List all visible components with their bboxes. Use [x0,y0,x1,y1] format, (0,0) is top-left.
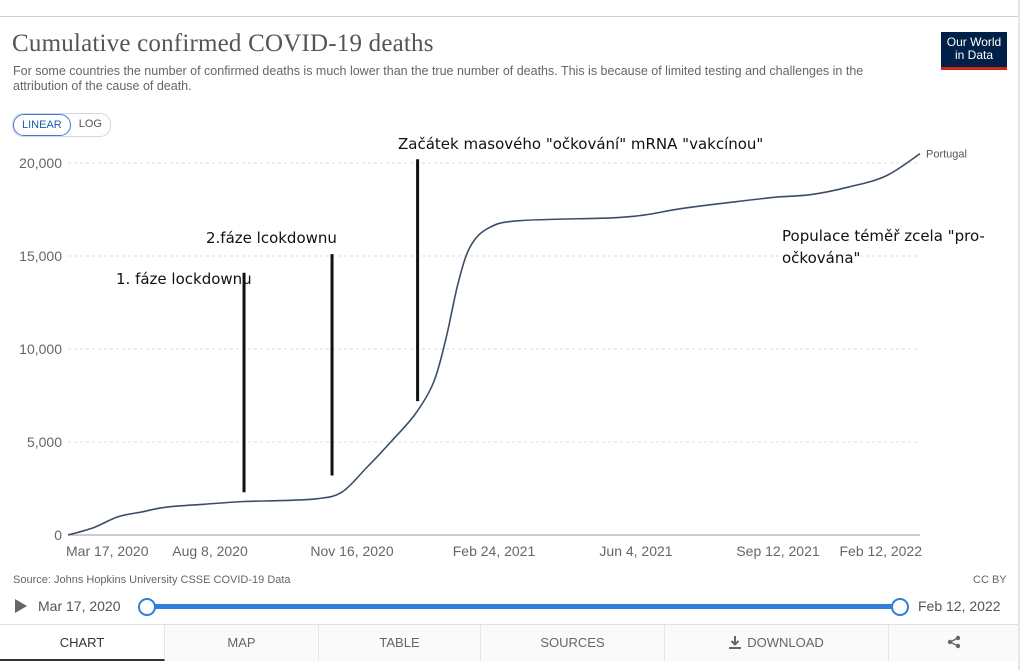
series-label-portugal: Portugal [926,149,967,161]
license-label[interactable]: CC BY [973,574,1007,586]
tab-bar: CHART MAP TABLE SOURCES DOWNLOAD [0,624,1018,661]
tab-map[interactable]: MAP [165,625,319,661]
y-tick-label: 15,000 [19,248,62,264]
x-tick-label: Feb 12, 2022 [839,543,922,559]
source-note[interactable]: Source: Johns Hopkins University CSSE CO… [13,574,291,586]
annotation-lockdown-1: 1. fáze lockdownu [116,270,252,288]
tab-table[interactable]: TABLE [319,625,481,661]
x-tick-label: Feb 24, 2021 [453,543,536,559]
y-tick-label: 20,000 [19,155,62,171]
right-border [1018,0,1020,670]
x-tick-label: Mar 17, 2020 [66,543,149,559]
line-chart: 0 5,000 10,000 15,000 20,000 Mar 17, 2020 Aug … [19,135,985,559]
chart-title: Cumulative confirmed COVID-19 deaths [12,30,434,57]
timeline-end-handle[interactable] [891,598,909,616]
log-scale-button[interactable]: LOG [78,118,102,130]
y-tick-label: 10,000 [19,341,62,357]
series-line-portugal [67,153,921,536]
x-tick-label: Sep 12, 2021 [736,543,820,559]
x-tick-label: Jun 4, 2021 [599,543,672,559]
download-label: DOWNLOAD [747,635,824,650]
y-tick-label: 5,000 [27,434,62,450]
share-icon [947,635,960,649]
annotation-population-line-1: Populace téměř zcela "pro- [782,227,985,245]
x-tick-label: Aug 8, 2020 [172,543,248,559]
y-tick-label: 0 [54,527,62,543]
x-tick-label: Nov 16, 2020 [310,543,393,559]
top-border [0,6,1018,17]
download-icon [729,636,742,649]
scale-toggle: LINEAR LOG [12,113,111,137]
timeline-start-label: Mar 17, 2020 [38,598,121,614]
timeline-track[interactable] [147,604,900,609]
annotation-population-line-2: očkována" [782,249,860,267]
logo-accent-bar [941,67,1007,70]
tab-chart[interactable]: CHART [0,625,165,661]
owid-logo[interactable]: Our World in Data [941,32,1007,70]
tab-share[interactable] [889,625,1018,661]
logo-line-1: Our World [946,35,1002,49]
linear-scale-button[interactable]: LINEAR [13,114,71,136]
timeline-start-handle[interactable] [138,598,156,616]
logo-line-2: in Data [954,48,994,62]
annotation-lockdown-2: 2.fáze lcokdownu [206,229,337,247]
annotation-vaccination-start: Začátek masového "očkování" mRNA "vakcín… [398,135,763,153]
play-icon[interactable] [15,599,27,613]
chart-subtitle: For some countries the number of confirm… [13,64,864,93]
tab-download[interactable]: DOWNLOAD [665,625,889,661]
timeline-end-label: Feb 12, 2022 [918,598,1001,614]
tab-sources[interactable]: SOURCES [481,625,665,661]
